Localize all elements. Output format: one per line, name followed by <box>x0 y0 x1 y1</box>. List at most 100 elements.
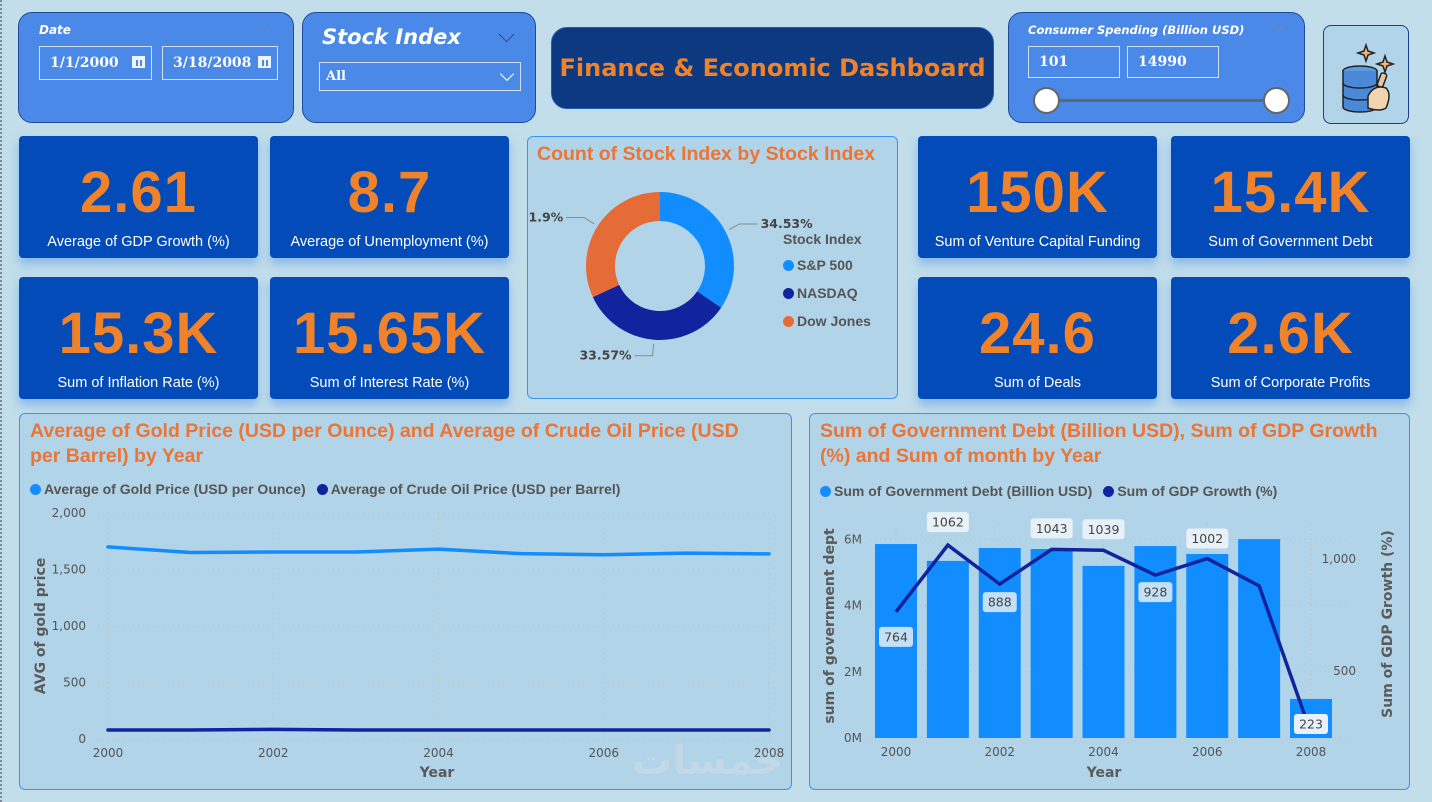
clear-filters-button[interactable] <box>1323 25 1409 124</box>
kpi-value: 15.3K <box>58 301 219 366</box>
data-label: 1002 <box>1191 531 1223 546</box>
kpi-value: 15.4K <box>1210 160 1371 225</box>
chevron-down-icon[interactable] <box>1273 21 1284 32</box>
debt-bar <box>1030 548 1073 738</box>
legend-label: Average of Crude Oil Price (USD per Barr… <box>330 481 621 497</box>
gold-oil-line-panel: Average of Gold Price (USD per Ounce) an… <box>19 413 792 790</box>
page-title: Finance & Economic Dashboard <box>551 27 994 109</box>
donut-legend: S&P 500 NASDAQ Dow Jones <box>783 255 871 339</box>
kpi-value: 15.65K <box>292 301 487 366</box>
range-slider-min-handle[interactable] <box>1033 87 1060 114</box>
legend-item-gdp[interactable]: Sum of GDP Growth (%) <box>1103 481 1277 500</box>
date-slicer: Date 1/1/2000 3/18/2008 <box>18 12 294 123</box>
y-tick-label: 0M <box>844 731 862 745</box>
kpi-gdp-growth: 2.61 Average of GDP Growth (%) <box>19 136 258 258</box>
y-tick-label: 500 <box>63 676 86 690</box>
y-right-axis-title: Sum of GDP Growth (%) <box>1380 530 1396 718</box>
leader-line <box>634 343 655 357</box>
stock-index-slicer: Stock Index All <box>302 12 536 123</box>
data-label: 33.57% <box>579 348 632 363</box>
legend-item[interactable]: S&P 500 <box>783 255 871 283</box>
kpi-label: Sum of Inflation Rate (%) <box>57 375 220 391</box>
chevron-down-icon[interactable] <box>262 21 273 32</box>
donut-chart: 34.53% 33.57% 31.9% <box>528 192 813 363</box>
data-label-box <box>1294 714 1328 735</box>
stock-index-dropdown[interactable]: All <box>319 62 521 91</box>
max-value: 14990 <box>1138 54 1187 70</box>
stock-index-selected: All <box>326 69 346 84</box>
debt-bar <box>926 560 969 738</box>
kpi-label: Average of GDP Growth (%) <box>47 234 230 250</box>
x-tick-label: 2002 <box>984 745 1015 759</box>
date-slicer-title: Date <box>39 23 71 37</box>
legend-item[interactable]: NASDAQ <box>783 283 871 311</box>
legend-dot <box>1103 486 1115 497</box>
kpi-government-debt: 15.4K Sum of Government Debt <box>1171 136 1410 258</box>
legend-item-oil[interactable]: Average of Crude Oil Price (USD per Barr… <box>316 479 621 498</box>
consumer-spending-title: Consumer Spending (Billion USD) <box>1028 23 1245 37</box>
watermark: خمسات <box>632 738 784 784</box>
kpi-label: Sum of Venture Capital Funding <box>934 234 1141 250</box>
legend-title: Stock Index <box>783 231 862 247</box>
calendar-icon[interactable] <box>132 56 145 68</box>
chart-title: Sum of Government Debt (Billion USD), Su… <box>820 420 1378 467</box>
legend-dot <box>820 486 831 497</box>
chevron-down-icon[interactable] <box>498 26 515 43</box>
consumer-spending-min-input[interactable]: 101 <box>1028 46 1120 78</box>
y-tick-label: 2M <box>844 665 862 679</box>
legend-item[interactable]: Dow Jones <box>783 311 871 339</box>
debt-bar <box>1134 546 1177 738</box>
oil-price-line <box>106 727 771 732</box>
kpi-label: Sum of Corporate Profits <box>1210 375 1371 391</box>
kpi-label: Sum of Interest Rate (%) <box>309 375 470 391</box>
x-tick-label: 2008 <box>1296 745 1327 759</box>
range-slider-max-handle[interactable] <box>1263 87 1290 114</box>
legend-item-debt[interactable]: Sum of Government Debt (Billion USD) <box>820 481 1092 500</box>
kpi-venture-capital: 150K Sum of Venture Capital Funding <box>918 136 1157 258</box>
line-chart: 0 500 1,000 1,500 2,000 2000 2002 2004 2006 2008 Y… <box>33 506 785 781</box>
debt-bar <box>1238 539 1281 738</box>
y-right-tick-label: 500 <box>1333 664 1356 678</box>
x-tick-label: 2000 <box>93 746 124 760</box>
chart-title: Average of Gold Price (USD per Ounce) an… <box>30 420 739 467</box>
gdp-growth-line <box>894 542 1313 734</box>
y-right-tick-label: 1,000 <box>1322 552 1356 566</box>
chevron-down-icon[interactable] <box>499 66 515 82</box>
legend-dot <box>783 316 794 327</box>
consumer-spending-max-input[interactable]: 14990 <box>1127 46 1219 78</box>
x-axis-title: Year <box>419 765 455 781</box>
kpi-value: 2.61 <box>80 160 197 225</box>
start-date-input[interactable]: 1/1/2000 <box>39 46 152 80</box>
debt-gdp-combo-panel: Sum of Government Debt (Billion USD), Su… <box>809 413 1410 790</box>
legend-item-gold[interactable]: Average of Gold Price (USD per Ounce) <box>30 479 306 498</box>
kpi-label: Sum of Deals <box>993 375 1082 391</box>
kpi-value: 2.6K <box>1227 301 1354 366</box>
data-label-box <box>1082 519 1125 540</box>
legend-label: NASDAQ <box>797 285 858 301</box>
x-tick-label: 2000 <box>881 745 912 759</box>
legend-dot <box>316 484 328 495</box>
page-title-text: Finance & Economic Dashboard <box>559 54 986 82</box>
data-label: 223 <box>1299 717 1323 732</box>
range-slider-track[interactable] <box>1045 99 1277 102</box>
line-legend: Average of Gold Price (USD per Ounce) Av… <box>30 479 620 498</box>
calendar-icon[interactable] <box>258 56 271 68</box>
data-label: 31.9% <box>528 210 564 225</box>
y-tick-label: 6M <box>844 532 862 546</box>
data-label-box <box>926 512 969 533</box>
kpi-interest-rate: 15.65K Sum of Interest Rate (%) <box>270 277 509 399</box>
end-date-input[interactable]: 3/18/2008 <box>162 46 278 80</box>
database-broom-icon <box>1342 42 1396 113</box>
kpi-value: 24.6 <box>979 301 1096 366</box>
legend-dot <box>783 260 794 271</box>
stock-index-donut-panel: Count of Stock Index by Stock Index 34.5… <box>527 136 898 399</box>
y-axis-title: sum of government dept <box>822 528 838 724</box>
gold-price-line <box>106 545 771 557</box>
donut-slice-dow-jones <box>586 192 660 298</box>
end-date-value: 3/18/2008 <box>173 55 252 71</box>
data-label-box <box>982 592 1017 613</box>
debt-bar <box>978 548 1021 738</box>
data-label-box <box>1030 518 1073 539</box>
data-label: 764 <box>884 629 908 644</box>
x-tick-label: 2008 <box>754 746 785 760</box>
